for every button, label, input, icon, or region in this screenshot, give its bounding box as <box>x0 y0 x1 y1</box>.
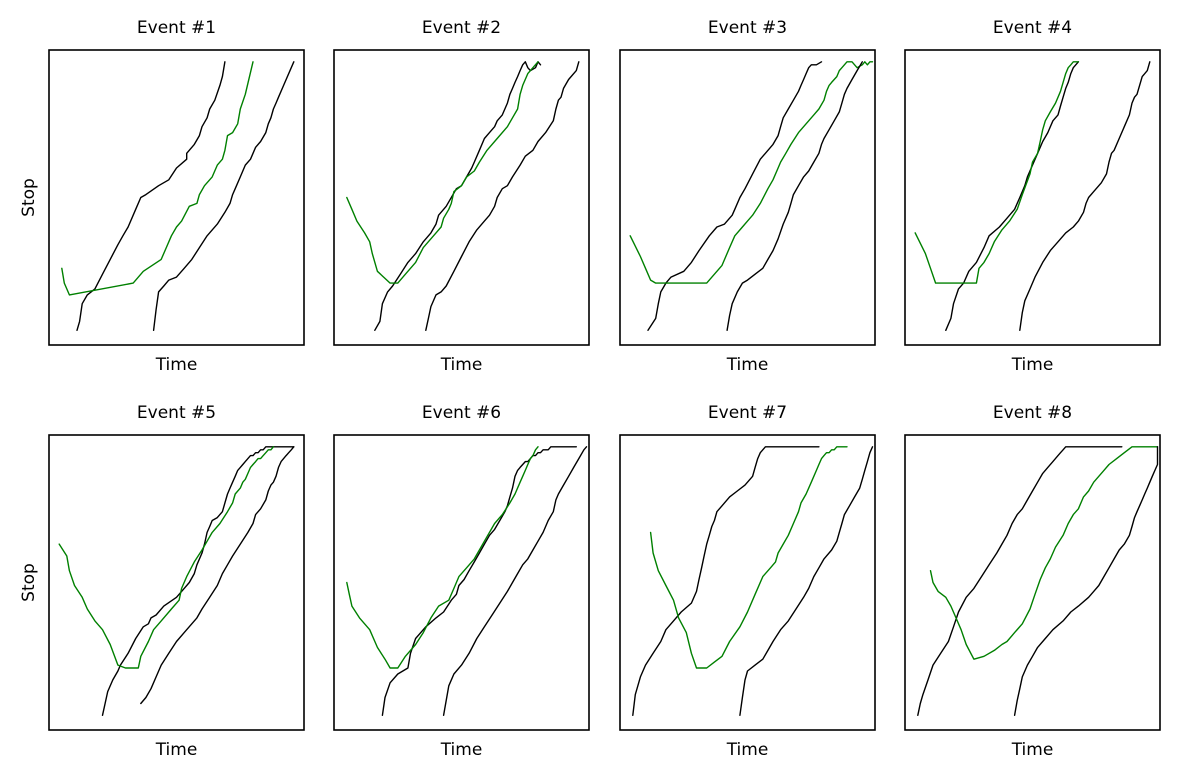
black-trajectory-line-1 <box>374 61 542 331</box>
panel-event-2: Event #2 Time <box>333 18 590 375</box>
x-axis-label: Time <box>726 355 769 375</box>
black-trajectory-line-3 <box>739 446 874 716</box>
green-trajectory-line <box>58 446 275 669</box>
x-axis-label: Time <box>155 740 198 760</box>
black-trajectory-line-3 <box>442 446 588 716</box>
panel-title: Event #7 <box>708 403 787 423</box>
panel-event-1: Event #1 Time Stop <box>19 18 305 375</box>
x-axis-label: Time <box>1011 740 1054 760</box>
x-axis-label: Time <box>155 355 198 375</box>
y-axis-label: Stop <box>19 178 39 217</box>
panel-event-6: Event #6 Time <box>333 403 590 760</box>
plot-frame <box>904 49 1161 346</box>
panel-event-5: Event #5 Time Stop <box>19 403 305 760</box>
black-trajectory-line-3 <box>425 61 580 331</box>
black-trajectory-line-1 <box>632 446 820 716</box>
x-axis-label: Time <box>440 355 483 375</box>
x-axis-label: Time <box>1011 355 1054 375</box>
black-trajectory-line-1 <box>101 446 295 716</box>
green-trajectory-line <box>629 61 874 284</box>
y-axis-label: Stop <box>19 563 39 602</box>
panel-title: Event #8 <box>993 403 1072 423</box>
plot-frame <box>619 49 876 346</box>
black-trajectory-line-1 <box>917 446 1123 716</box>
plot-frame <box>619 434 876 731</box>
plot-frame <box>904 434 1161 731</box>
plot-frame <box>333 49 590 346</box>
panel-title: Event #6 <box>422 403 501 423</box>
green-trajectory-line <box>914 61 1080 284</box>
green-trajectory-line <box>61 61 254 296</box>
panel-event-8: Event #8 Time <box>904 403 1161 760</box>
x-axis-label: Time <box>440 740 483 760</box>
green-trajectory-line <box>346 446 539 669</box>
black-trajectory-line-3 <box>726 61 863 331</box>
panel-title: Event #3 <box>708 18 787 38</box>
green-trajectory-line <box>929 446 1159 660</box>
black-trajectory-line-3 <box>140 446 295 705</box>
panel-title: Event #5 <box>137 403 216 423</box>
black-trajectory-line-1 <box>647 61 823 331</box>
black-trajectory-line-1 <box>945 61 1080 331</box>
green-trajectory-line <box>649 446 848 669</box>
plot-frame <box>48 434 305 731</box>
panel-event-7: Event #7 Time <box>619 403 876 760</box>
black-trajectory-line-1 <box>381 446 577 716</box>
x-axis-label: Time <box>726 740 769 760</box>
panel-event-3: Event #3 Time <box>619 18 876 375</box>
black-trajectory-line-3 <box>1013 446 1159 716</box>
green-trajectory-line <box>346 61 539 284</box>
panel-event-4: Event #4 Time <box>904 18 1161 375</box>
black-trajectory-line-3 <box>1019 61 1151 331</box>
black-trajectory-line-1 <box>76 61 226 331</box>
black-trajectory-line-3 <box>152 61 295 331</box>
panel-title: Event #2 <box>422 18 501 38</box>
panel-title: Event #4 <box>993 18 1072 38</box>
plot-frame <box>48 49 305 346</box>
panel-title: Event #1 <box>137 18 216 38</box>
